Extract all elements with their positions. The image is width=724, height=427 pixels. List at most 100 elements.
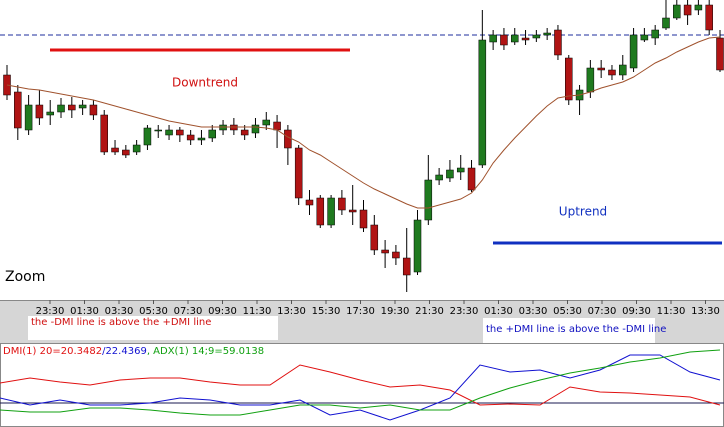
x-tick-label: 13:30 (277, 306, 306, 317)
candle-body (122, 149, 130, 156)
x-tick-label: 01:30 (484, 306, 513, 317)
candle-body (24, 104, 33, 131)
candle-body (154, 129, 162, 132)
x-tick-label: 13:30 (691, 306, 720, 317)
candle-body (705, 4, 713, 31)
candle-body (651, 29, 659, 39)
annotation: Downtrend (172, 76, 238, 90)
candle-body (251, 124, 260, 134)
candle-body (597, 67, 605, 71)
candle-body (197, 137, 206, 141)
candle-body (89, 104, 98, 116)
candle-body (165, 129, 173, 136)
candle-body (359, 209, 368, 229)
candle-body (565, 57, 573, 101)
legend-entry: /22.4369 (102, 346, 147, 357)
candle-body (57, 104, 65, 113)
candle-body (640, 34, 649, 41)
note-box (28, 316, 278, 340)
note: the -DMI line is above the +DMI line (31, 317, 211, 328)
candle-body (273, 121, 281, 131)
x-tick-label: 05:30 (139, 306, 168, 317)
annotation: Uptrend (559, 205, 607, 219)
indicator-panel (0, 343, 724, 427)
candle-body (338, 197, 346, 211)
x-tick-label: 03:30 (519, 306, 548, 317)
moving-average (6, 36, 721, 209)
x-tick-label: 05:30 (553, 306, 582, 317)
candle-body (78, 104, 87, 109)
x-tick-label: 07:30 (174, 306, 203, 317)
candle-body (554, 29, 562, 56)
candle-body (435, 174, 443, 181)
candle-body (402, 257, 411, 276)
candle-body (586, 67, 595, 93)
note: the +DMI line is above the -DMI line (486, 324, 666, 335)
candle-body (100, 114, 108, 153)
x-tick-label: 09:30 (208, 306, 237, 317)
x-tick-label: 11:30 (243, 306, 272, 317)
legend-entry: DMI(1) 20=20.3482 (3, 346, 102, 357)
candle-body (478, 39, 487, 166)
candle-body (305, 199, 314, 206)
candle-body (716, 37, 724, 71)
x-tick-label: 17:30 (346, 306, 375, 317)
candle-body (694, 4, 703, 11)
candle-body (489, 34, 497, 43)
x-tick-label: 21:30 (415, 306, 444, 317)
candle-body (284, 129, 292, 149)
candle-body (532, 34, 541, 39)
candle-body (143, 127, 152, 146)
candle-body (35, 104, 44, 119)
candle-body (446, 169, 454, 179)
x-tick-label: 07:30 (588, 306, 617, 317)
candle-body (608, 69, 616, 76)
candle-body (500, 34, 508, 46)
x-tick-label: 01:30 (70, 306, 99, 317)
candle-body (510, 34, 519, 43)
candle-body (348, 209, 357, 213)
x-tick-label: 09:30 (622, 306, 651, 317)
x-tick-label: 03:30 (105, 306, 134, 317)
candle-body (467, 167, 476, 191)
candle-body (186, 134, 195, 141)
note-box (483, 318, 655, 343)
legend-entry: , ADX(1) 14;9=59.0138 (147, 346, 264, 357)
candle-body (683, 4, 692, 16)
candle-body (262, 119, 271, 126)
candle-body (629, 34, 638, 69)
candle-body (424, 179, 433, 221)
candle-body (543, 32, 551, 36)
candle-body (521, 37, 530, 41)
candle-body (370, 224, 379, 251)
x-tick-label: 11:30 (657, 306, 686, 317)
candle-body (619, 64, 627, 76)
candle-body (240, 129, 249, 136)
candle-body (456, 167, 465, 173)
candle-body (14, 91, 22, 129)
x-tick-label: 19:30 (381, 306, 410, 317)
candle-body (327, 197, 335, 226)
candle-body (662, 17, 670, 29)
candle-body (46, 111, 54, 116)
x-tick-label: 15:30 (312, 306, 341, 317)
candle-body (673, 4, 681, 19)
legend: DMI(1) 20=20.3482/22.4369, ADX(1) 14;9=5… (3, 346, 264, 357)
candle-body (68, 104, 76, 111)
indicator-line (0, 364, 721, 406)
annotation: Zoom (5, 269, 45, 285)
candle-body (316, 197, 325, 226)
candle-body (381, 249, 389, 254)
candle-body (294, 147, 303, 199)
x-tick-label: 23:30 (450, 306, 479, 317)
indicator-line (0, 354, 721, 421)
candle-body (132, 144, 141, 153)
x-tick-label: 23:30 (36, 306, 65, 317)
candle-body (176, 129, 184, 136)
candle-body (413, 219, 422, 273)
candle-body (111, 147, 119, 153)
candle-body (392, 251, 400, 259)
